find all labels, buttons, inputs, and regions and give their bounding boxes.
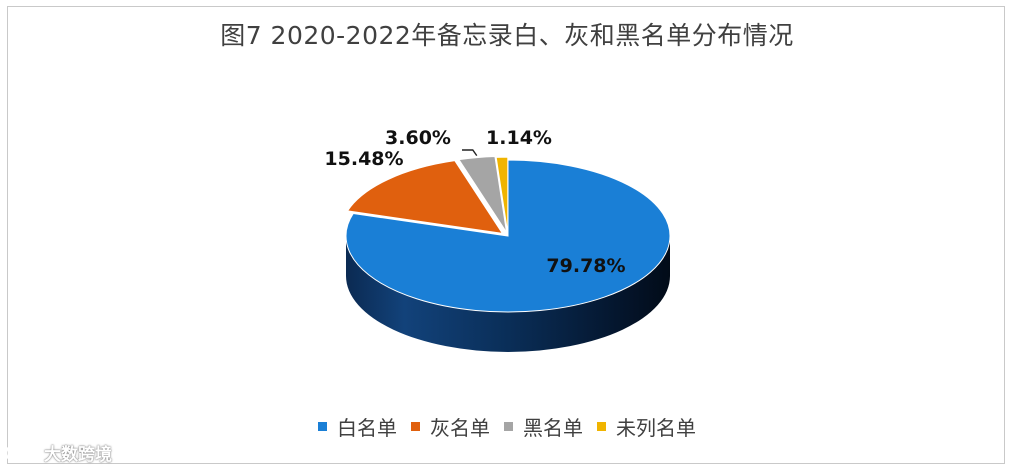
watermark: 大数跨境 [4, 440, 112, 465]
slice-black-list [458, 155, 508, 233]
legend-swatch-white-list [318, 422, 327, 431]
slice-gray-list [346, 160, 504, 234]
slice-unlisted [495, 156, 509, 234]
data-label-white-list: 79.78% [546, 255, 625, 277]
data-label-gray-list: 15.48% [324, 148, 403, 170]
legend-item-unlisted: 未列名单 [597, 412, 696, 441]
legend-swatch-black-list [504, 422, 513, 431]
legend-label-unlisted: 未列名单 [616, 416, 696, 440]
chart-frame [7, 6, 1005, 464]
chart-title: 图7 2020-2022年备忘录白、灰和黑名单分布情况 [220, 21, 794, 50]
data-label-unlisted: 1.14% [486, 127, 552, 149]
watermark-text: 大数跨境 [44, 445, 112, 465]
watermark-logo-icon [4, 444, 39, 460]
slice-white-list-side [346, 236, 670, 352]
legend-label-gray-list: 灰名单 [430, 416, 490, 440]
legend-label-white-list: 白名单 [337, 416, 397, 440]
legend-item-black-list: 黑名单 [504, 412, 583, 441]
legend-item-gray-list: 灰名单 [411, 412, 490, 441]
data-label-black-list: 3.60% [385, 127, 451, 149]
slice-white-list [345, 159, 671, 313]
legend-swatch-unlisted [597, 422, 606, 431]
legend-item-white-list: 白名单 [318, 412, 397, 441]
leader-line-black-list [462, 149, 478, 157]
legend-label-black-list: 黑名单 [523, 416, 583, 440]
legend: 白名单 灰名单 黑名单 未列名单 [0, 412, 1014, 441]
legend-swatch-gray-list [411, 422, 420, 431]
